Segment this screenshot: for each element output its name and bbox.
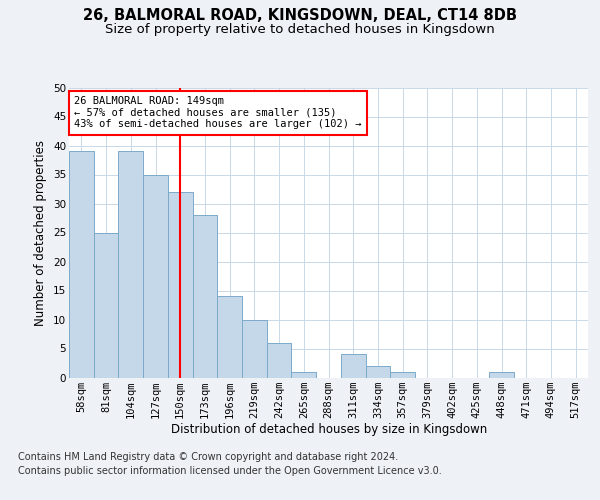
Bar [341, 354, 365, 378]
Bar [118, 152, 143, 378]
Text: 26 BALMORAL ROAD: 149sqm
← 57% of detached houses are smaller (135)
43% of semi-: 26 BALMORAL ROAD: 149sqm ← 57% of detach… [74, 96, 361, 130]
Text: 26, BALMORAL ROAD, KINGSDOWN, DEAL, CT14 8DB: 26, BALMORAL ROAD, KINGSDOWN, DEAL, CT14… [83, 8, 517, 22]
Bar [217, 296, 242, 378]
Bar [143, 174, 168, 378]
Text: Size of property relative to detached houses in Kingsdown: Size of property relative to detached ho… [105, 22, 495, 36]
Bar [365, 366, 390, 378]
Bar [489, 372, 514, 378]
Bar [193, 215, 217, 378]
Bar [267, 342, 292, 378]
Bar [69, 152, 94, 378]
Bar [94, 232, 118, 378]
Text: Contains public sector information licensed under the Open Government Licence v3: Contains public sector information licen… [18, 466, 442, 476]
Bar [242, 320, 267, 378]
Y-axis label: Number of detached properties: Number of detached properties [34, 140, 47, 326]
Bar [390, 372, 415, 378]
Text: Distribution of detached houses by size in Kingsdown: Distribution of detached houses by size … [170, 422, 487, 436]
Text: Contains HM Land Registry data © Crown copyright and database right 2024.: Contains HM Land Registry data © Crown c… [18, 452, 398, 462]
Bar [292, 372, 316, 378]
Bar [168, 192, 193, 378]
